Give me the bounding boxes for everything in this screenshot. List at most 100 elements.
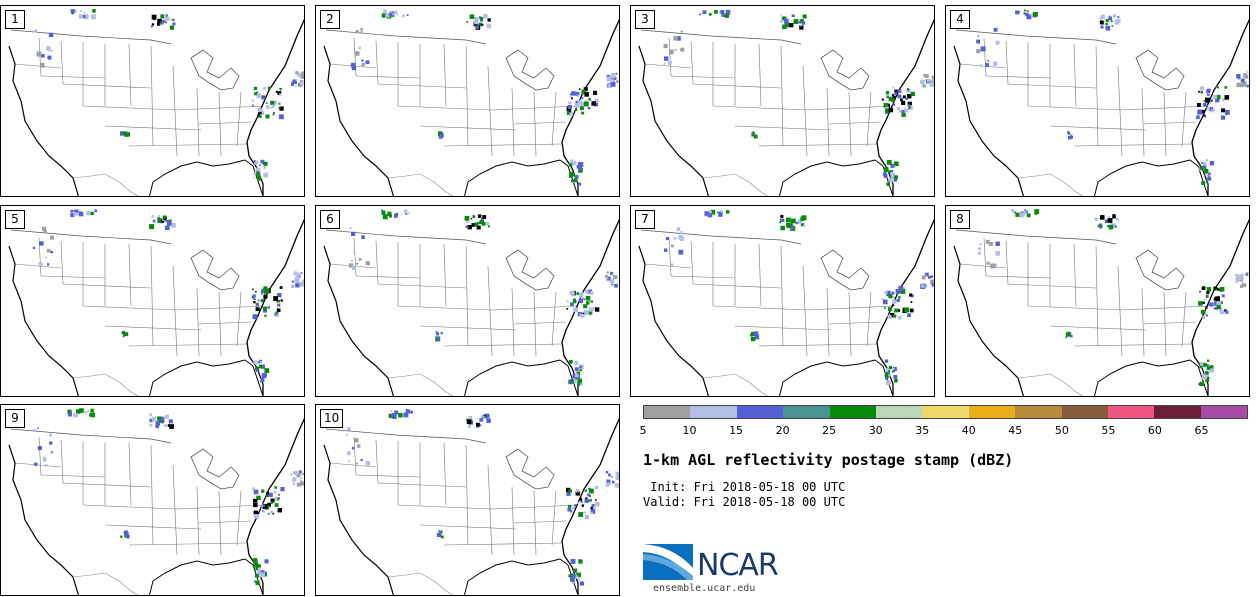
precip-echo	[665, 237, 669, 241]
precip-echo	[979, 243, 982, 246]
precip-echo	[1070, 134, 1073, 137]
precip-echo	[584, 498, 589, 503]
precip-echo	[568, 489, 572, 494]
precip-echo	[80, 10, 83, 12]
precip-echo	[1104, 219, 1109, 224]
state-boundary	[1049, 325, 1147, 331]
precip-echo	[1225, 112, 1228, 116]
precip-echo	[1070, 334, 1073, 338]
precip-echo	[720, 10, 725, 14]
precip-echo	[1207, 376, 1210, 380]
init-time: Init: Fri 2018-05-18 00 UTC	[643, 480, 846, 494]
precip-echo	[668, 49, 674, 55]
precip-echo	[277, 303, 281, 307]
precip-echo	[1201, 109, 1205, 114]
precip-echo	[907, 104, 910, 107]
precip-echo	[49, 441, 53, 445]
precip-echo	[388, 413, 393, 418]
map-panel: 7	[630, 205, 935, 397]
state-boundary	[150, 45, 154, 147]
precip-echo	[887, 170, 891, 174]
state-boundary	[491, 305, 579, 311]
mexico-border	[1017, 373, 1084, 396]
mexico-border	[387, 373, 454, 396]
precip-echo	[37, 52, 42, 57]
precip-echo	[1202, 362, 1207, 367]
precip-echo	[86, 211, 91, 216]
state-boundary	[1007, 283, 1097, 289]
precip-echo	[262, 504, 266, 508]
east-coastline	[561, 417, 619, 595]
precip-echo	[673, 36, 678, 41]
precip-echo	[39, 62, 45, 68]
state-boundary	[443, 43, 447, 107]
precip-echo	[884, 359, 889, 363]
precip-echo	[1067, 132, 1071, 135]
precip-echo	[275, 90, 278, 93]
state-boundary	[176, 504, 264, 510]
precip-echo	[571, 580, 575, 584]
precip-echo	[1216, 287, 1219, 291]
precip-echo	[263, 308, 267, 313]
precip-echo	[73, 212, 78, 216]
precip-echo	[121, 132, 124, 135]
precip-echo	[254, 514, 259, 519]
precip-echo	[478, 22, 483, 27]
precip-echo	[579, 365, 582, 369]
precip-echo	[979, 64, 983, 67]
precip-echo	[786, 223, 791, 228]
precip-echo	[438, 530, 441, 533]
precip-echo	[1205, 314, 1208, 317]
state-boundary	[848, 291, 852, 357]
precip-echo	[1099, 215, 1105, 220]
state-boundary	[176, 305, 264, 311]
precip-echo	[255, 307, 260, 312]
state-boundary	[443, 343, 563, 347]
precip-echo	[273, 111, 276, 114]
precip-echo	[1201, 162, 1204, 164]
precip-echo	[390, 409, 392, 412]
precip-echo	[268, 492, 273, 497]
precip-echo	[584, 489, 587, 492]
precip-echo	[922, 84, 926, 88]
precip-echo	[253, 498, 258, 504]
colorbar-cell	[968, 406, 1016, 418]
precip-echo	[385, 13, 390, 18]
precip-echo	[46, 248, 51, 253]
precip-echo	[752, 131, 755, 133]
precip-echo	[896, 298, 900, 303]
precip-echo	[587, 289, 592, 294]
precip-echo	[410, 410, 413, 414]
precip-echo	[151, 215, 154, 218]
precip-echo	[257, 361, 261, 364]
precip-echo	[1215, 288, 1217, 291]
precip-echo	[266, 102, 268, 104]
state-boundary	[196, 287, 200, 357]
precip-echo	[467, 225, 472, 230]
precip-echo	[566, 110, 572, 115]
precip-echo	[170, 18, 173, 21]
country-border	[640, 29, 802, 45]
precip-echo	[260, 111, 265, 115]
precip-echo	[1219, 287, 1225, 292]
precip-echo	[1205, 101, 1208, 104]
precip-echo	[897, 315, 902, 320]
precip-echo	[1201, 309, 1206, 315]
precip-echo	[1196, 102, 1201, 107]
precip-echo	[892, 370, 895, 373]
precip-echo	[1094, 217, 1098, 221]
precip-echo	[1112, 214, 1116, 219]
state-boundary	[959, 63, 1007, 69]
precip-echo	[1026, 213, 1031, 218]
precip-echo	[125, 132, 130, 137]
precip-echo	[260, 159, 265, 164]
precip-echo	[255, 167, 261, 173]
precip-echo	[346, 433, 348, 436]
precip-echo	[151, 23, 155, 26]
west-coastline	[323, 245, 395, 396]
precip-echo	[73, 209, 76, 213]
precip-echo	[707, 212, 713, 218]
precip-echo	[993, 27, 998, 32]
state-boundary	[983, 237, 987, 277]
precip-echo	[586, 301, 590, 305]
